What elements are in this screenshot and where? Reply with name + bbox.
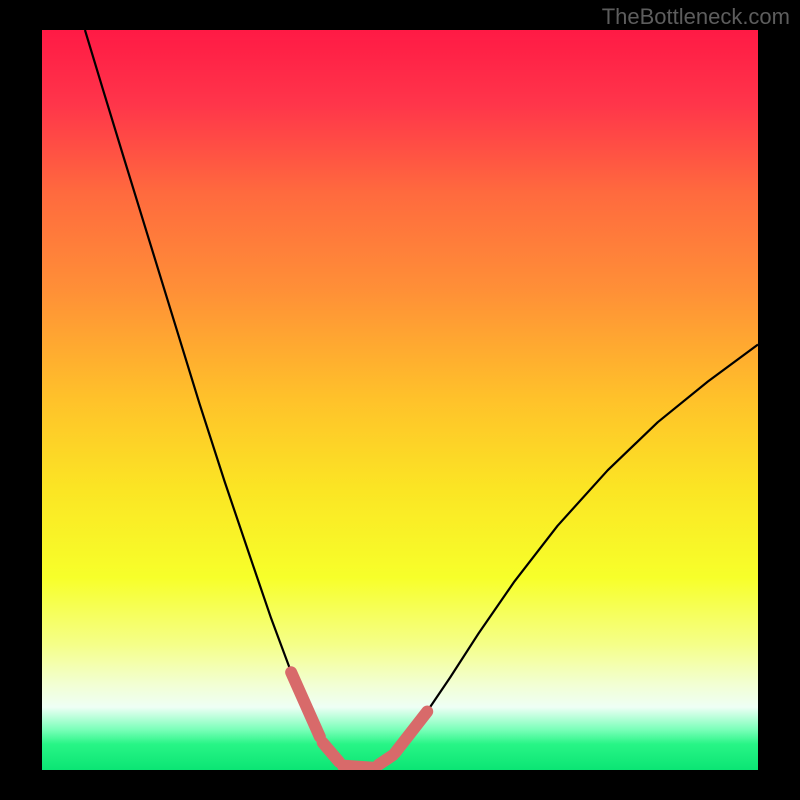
gradient-plot-area bbox=[42, 30, 758, 770]
bottleneck-chart bbox=[0, 0, 800, 800]
highlight-segment bbox=[343, 766, 373, 768]
highlight-segment bbox=[379, 755, 393, 765]
chart-container: TheBottleneck.com bbox=[0, 0, 800, 800]
watermark-text: TheBottleneck.com bbox=[602, 4, 790, 30]
